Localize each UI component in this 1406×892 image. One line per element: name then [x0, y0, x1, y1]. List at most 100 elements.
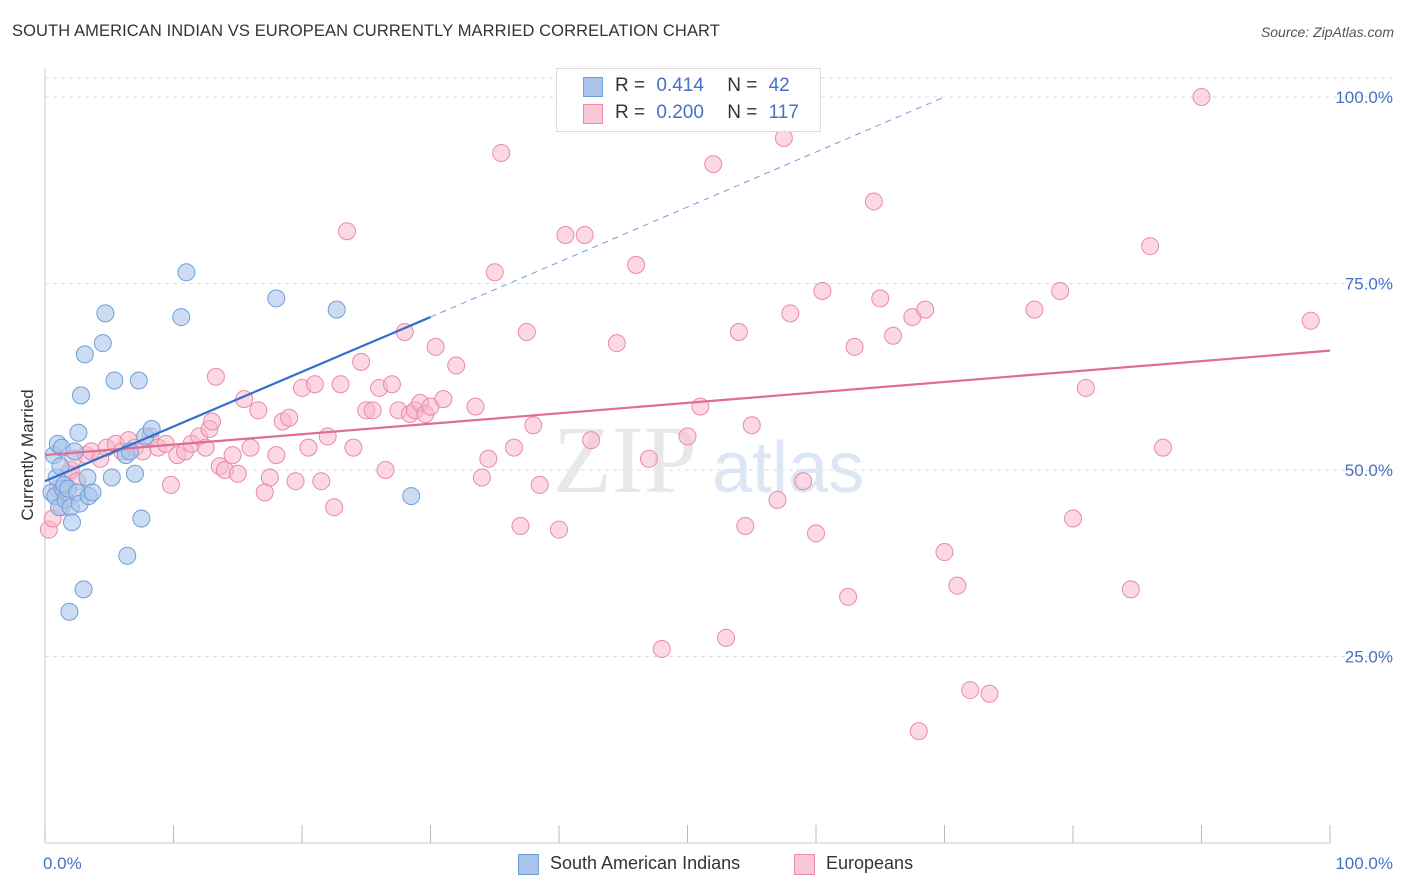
european-point [426, 337, 445, 356]
european-point [980, 684, 999, 703]
south-american-indian-point [105, 371, 124, 390]
x-tick-label: 100.0% [1335, 854, 1393, 873]
european-point [228, 464, 247, 483]
european-point [331, 375, 350, 394]
european-points [39, 88, 1320, 741]
south-american-indian-point [177, 263, 196, 282]
watermark-zip: ZIP [553, 406, 697, 513]
european-point [575, 226, 594, 245]
european-point [774, 129, 793, 148]
y-tick-label: 50.0% [1345, 461, 1393, 480]
y-tick-label: 75.0% [1345, 275, 1393, 294]
european-point [286, 472, 305, 491]
european-point [1192, 88, 1211, 106]
european-point [485, 263, 504, 282]
south-american-indian-point [172, 308, 191, 327]
legend-n-label: N = [727, 102, 758, 123]
european-point [511, 516, 530, 535]
european-point [1064, 509, 1082, 528]
european-point [948, 576, 967, 595]
european-point [318, 427, 337, 446]
european-point [550, 520, 568, 539]
european-point [305, 375, 324, 394]
european-point [434, 390, 453, 409]
european-point [1121, 580, 1140, 599]
european-point [627, 255, 646, 274]
european-point [255, 483, 274, 502]
european-point [249, 401, 268, 420]
legend-n-value: 42 [768, 75, 790, 96]
series-swatch-blue [518, 854, 539, 875]
south-american-indian-point [132, 509, 151, 528]
european-point [344, 438, 363, 457]
european-point [582, 431, 601, 450]
european-point [530, 475, 549, 494]
european-point [479, 449, 498, 468]
european-point [492, 143, 511, 162]
european-point [312, 472, 331, 491]
legend-r-value: 0.414 [656, 75, 704, 96]
european-point [652, 640, 671, 659]
european-point [1051, 281, 1070, 300]
european-point [916, 300, 935, 319]
y-tick-label: 25.0% [1345, 648, 1393, 667]
x-tick-labels: 0.0% 100.0% [43, 854, 1393, 873]
legend-r-label: R = [615, 102, 646, 123]
series-legend: South American Indians Europeans [0, 852, 1406, 878]
south-american-indian-point [60, 602, 79, 621]
south-american-indian-point [129, 371, 148, 390]
south-american-indian-trend-line [44, 316, 431, 483]
european-point [1141, 237, 1160, 256]
legend-n-label: N = [727, 75, 758, 96]
south-american-indian-point [327, 300, 346, 319]
european-point [768, 490, 787, 509]
south-american-indian-point [102, 468, 121, 487]
european-point [742, 416, 761, 435]
european-point [299, 438, 318, 457]
stats-legend: R = 0.414 N = 42 R = 0.200 N = 117 [556, 68, 821, 132]
series-label: Europeans [826, 853, 914, 873]
south-american-indian-point [96, 304, 115, 323]
european-point [517, 322, 536, 341]
south-american-indian-point [75, 345, 94, 364]
european-point [781, 304, 800, 323]
south-american-indian-points [42, 263, 421, 621]
watermark: ZIP atlas [553, 406, 864, 513]
european-point [524, 416, 543, 435]
european-point [607, 334, 626, 353]
european-point [736, 516, 755, 535]
legend-r-label: R = [615, 75, 646, 96]
european-point [935, 543, 954, 562]
south-american-indian-point [118, 546, 137, 565]
chart-title: SOUTH AMERICAN INDIAN VS EUROPEAN CURREN… [12, 22, 720, 40]
european-point [839, 587, 858, 606]
south-american-indian-point [93, 334, 112, 353]
european-point [161, 475, 180, 494]
european-point [280, 408, 299, 427]
south-american-indian-point [71, 386, 90, 405]
south-american-indian-point [125, 464, 144, 483]
south-american-indian-trend-extension [430, 96, 945, 318]
european-point [447, 356, 466, 375]
legend-swatch-blue [583, 77, 603, 97]
european-point [678, 427, 697, 446]
european-point [363, 401, 382, 420]
south-american-indian-point [267, 289, 286, 308]
european-point [223, 446, 242, 465]
european-point [909, 722, 928, 741]
european-point [466, 397, 485, 416]
legend-swatch-pink [583, 104, 603, 124]
european-point [556, 226, 575, 245]
legend-n-value: 117 [768, 102, 799, 123]
european-point [376, 461, 395, 479]
european-point [382, 375, 401, 394]
european-point [845, 337, 864, 356]
european-trend-line [44, 349, 1331, 457]
legend-r-value: 0.200 [656, 102, 704, 123]
south-american-indian-point [402, 487, 421, 506]
european-point [505, 438, 524, 457]
south-american-indian-point [69, 423, 88, 442]
european-point [794, 472, 813, 491]
european-point [813, 281, 832, 300]
